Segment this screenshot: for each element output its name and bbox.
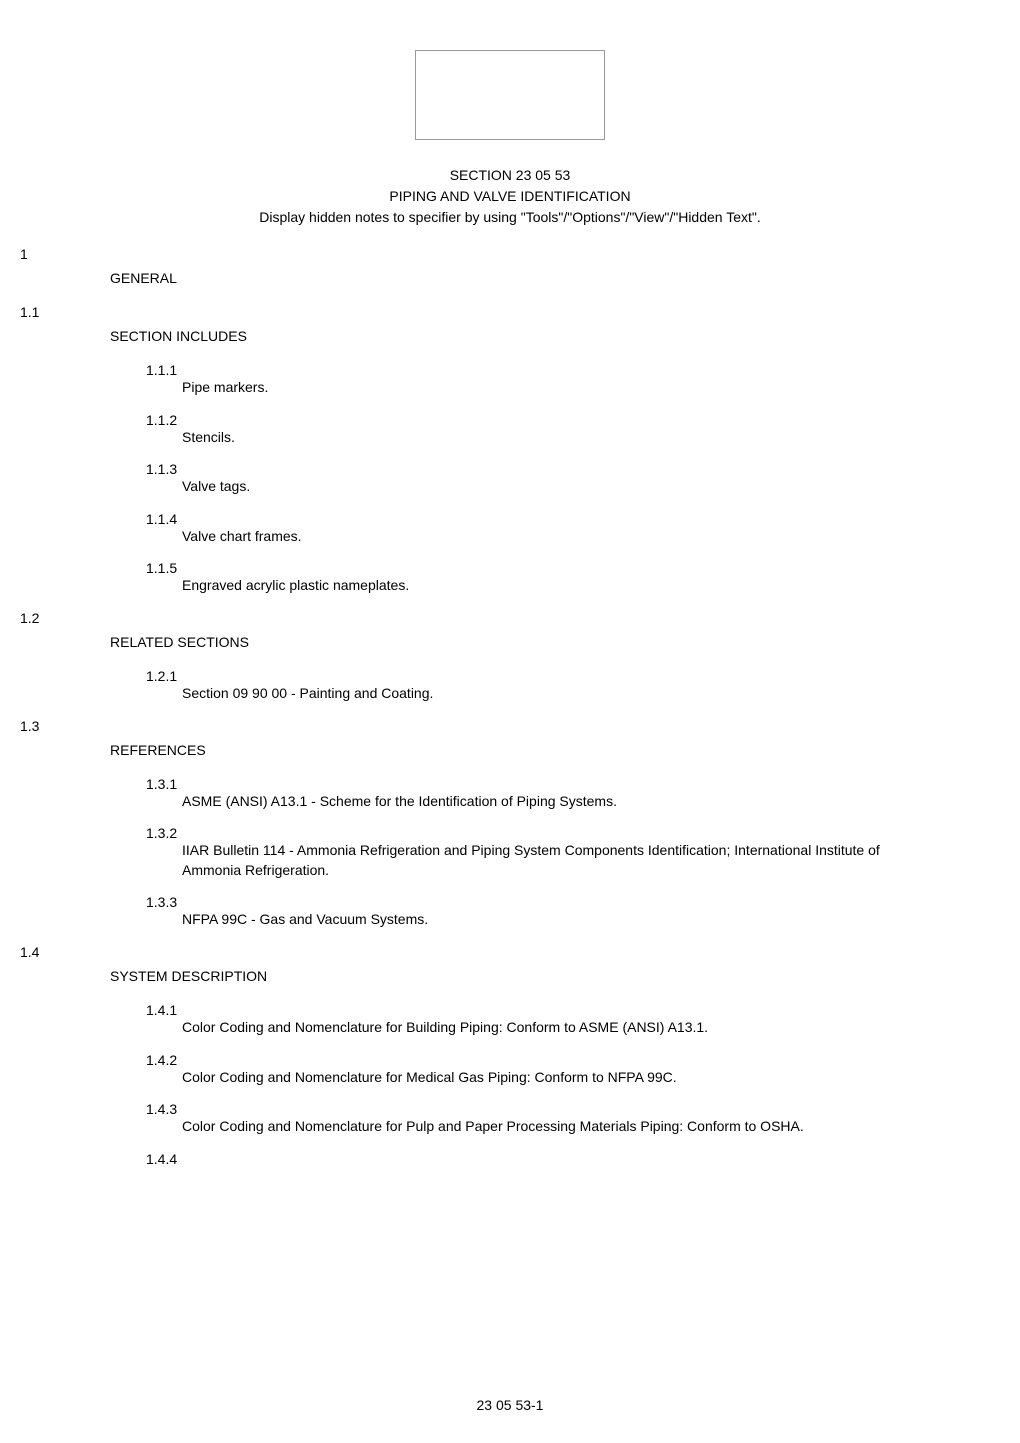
item-1-1-1-text: Pipe markers. xyxy=(182,378,910,398)
item-1-4-2-number: 1.4.2 xyxy=(146,1052,910,1068)
section-1-2-title: RELATED SECTIONS xyxy=(110,634,910,650)
item-1-3-1-text: ASME (ANSI) A13.1 - Scheme for the Ident… xyxy=(182,792,910,812)
section-1-4-block: 1.4 SYSTEM DESCRIPTION 1.4.1 Color Codin… xyxy=(110,944,910,1167)
item-1-3-1-number: 1.3.1 xyxy=(146,776,910,792)
item-1-1-5-number: 1.1.5 xyxy=(146,560,910,576)
item-1-1-2-text: Stencils. xyxy=(182,428,910,448)
section-1-2-block: 1.2 RELATED SECTIONS 1.2.1 Section 09 90… xyxy=(110,610,910,704)
item-1-3-3-number: 1.3.3 xyxy=(146,894,910,910)
item-1-3-2-text: IIAR Bulletin 114 - Ammonia Refrigeratio… xyxy=(182,841,910,880)
item-1-4-1-text: Color Coding and Nomenclature for Buildi… xyxy=(182,1018,910,1038)
section-1-1-block: 1.1 SECTION INCLUDES 1.1.1 Pipe markers.… xyxy=(110,304,910,596)
section-1-1-number: 1.1 xyxy=(20,304,910,320)
section-1-1-title: SECTION INCLUDES xyxy=(110,328,910,344)
section-1-3-title: REFERENCES xyxy=(110,742,910,758)
part-1-block: 1 GENERAL xyxy=(110,246,910,286)
item-1-4-2-text: Color Coding and Nomenclature for Medica… xyxy=(182,1068,910,1088)
page-number: 23 05 53-1 xyxy=(0,1397,1020,1413)
item-1-1-4-text: Valve chart frames. xyxy=(182,527,910,547)
item-1-4-1-number: 1.4.1 xyxy=(146,1002,910,1018)
item-1-1-1-number: 1.1.1 xyxy=(146,362,910,378)
section-title: PIPING AND VALVE IDENTIFICATION xyxy=(110,186,910,207)
item-1-2-1-text: Section 09 90 00 - Painting and Coating. xyxy=(182,684,910,704)
section-1-3-block: 1.3 REFERENCES 1.3.1 ASME (ANSI) A13.1 -… xyxy=(110,718,910,930)
item-1-1-3-number: 1.1.3 xyxy=(146,461,910,477)
item-1-4-3-number: 1.4.3 xyxy=(146,1101,910,1117)
item-1-1-3-text: Valve tags. xyxy=(182,477,910,497)
item-1-4-3-text: Color Coding and Nomenclature for Pulp a… xyxy=(182,1117,910,1137)
item-1-1-5-text: Engraved acrylic plastic nameplates. xyxy=(182,576,910,596)
placeholder-box xyxy=(415,50,605,140)
section-note: Display hidden notes to specifier by usi… xyxy=(110,207,910,228)
section-1-2-number: 1.2 xyxy=(20,610,910,626)
section-1-3-number: 1.3 xyxy=(20,718,910,734)
part-1-title: GENERAL xyxy=(110,270,910,286)
item-1-3-3-text: NFPA 99C - Gas and Vacuum Systems. xyxy=(182,910,910,930)
part-1-number: 1 xyxy=(20,246,910,262)
item-1-1-4-number: 1.1.4 xyxy=(146,511,910,527)
item-1-1-2-number: 1.1.2 xyxy=(146,412,910,428)
section-1-4-title: SYSTEM DESCRIPTION xyxy=(110,968,910,984)
item-1-4-4-number: 1.4.4 xyxy=(146,1151,910,1167)
section-title-block: SECTION 23 05 53 PIPING AND VALVE IDENTI… xyxy=(110,165,910,228)
section-1-4-number: 1.4 xyxy=(20,944,910,960)
item-1-3-2-number: 1.3.2 xyxy=(146,825,910,841)
section-number: SECTION 23 05 53 xyxy=(110,165,910,186)
item-1-2-1-number: 1.2.1 xyxy=(146,668,910,684)
